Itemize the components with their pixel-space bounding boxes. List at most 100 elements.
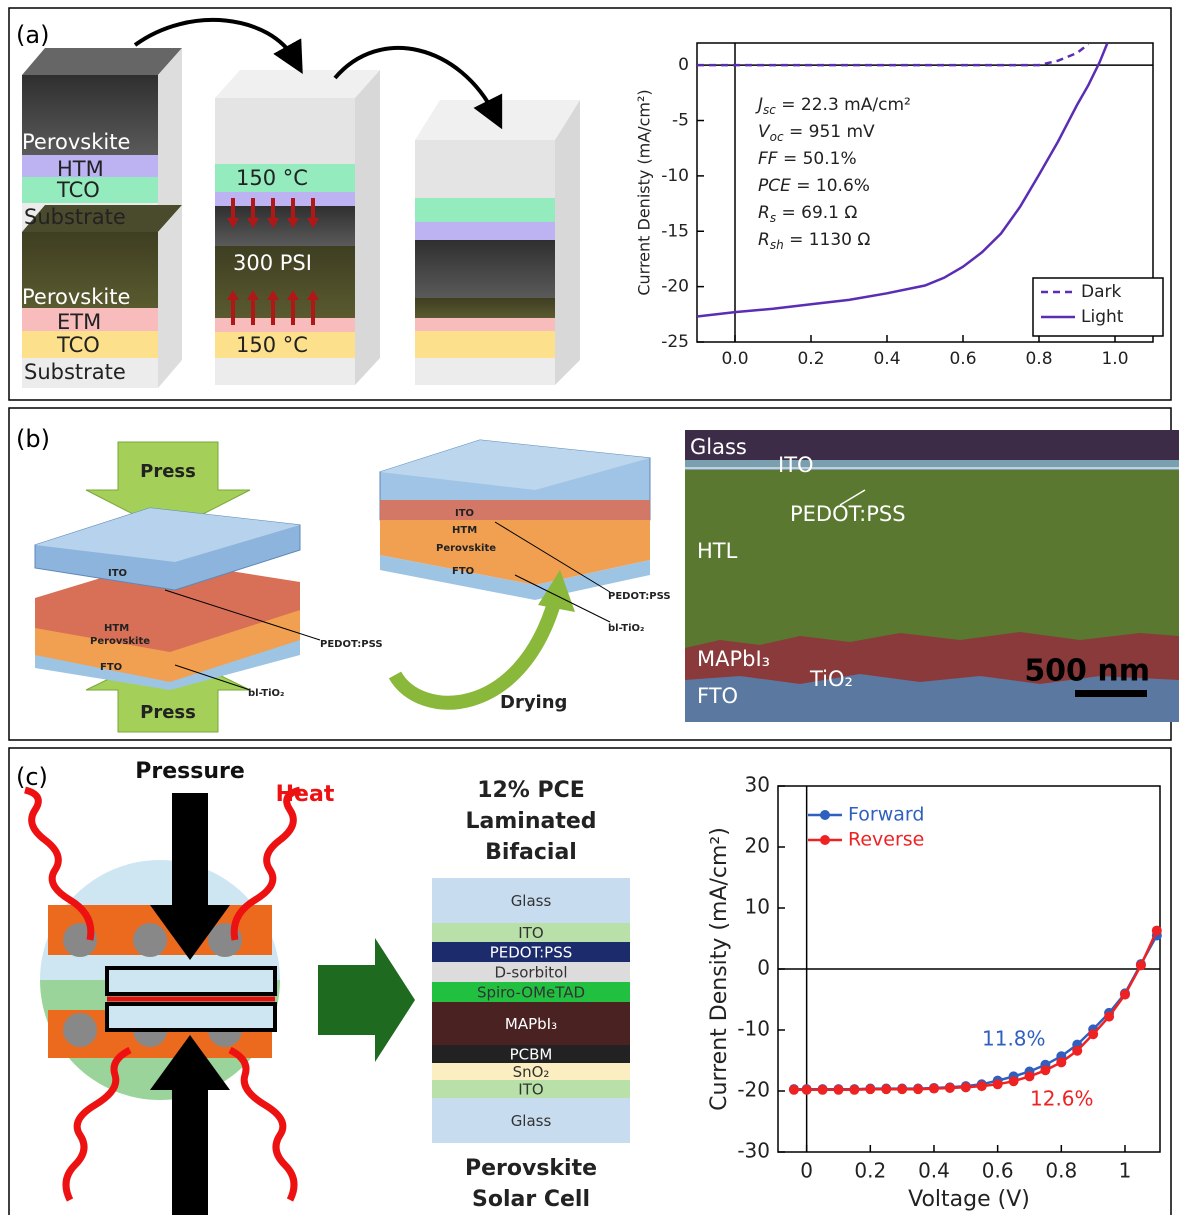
layer-label: Substrate [24,205,126,229]
lamination-diagram [35,430,1179,732]
annotation-symbol: FF [758,149,778,169]
annotation-subscript: sc [763,103,776,117]
data-point [1024,1071,1034,1081]
data-point [1120,990,1130,1000]
y-tick-label: -30 [737,1139,770,1163]
legend-label: Dark [1081,282,1121,302]
x-tick-label: 0.8 [1045,1159,1077,1183]
x-tick-label: 0.2 [854,1159,886,1183]
x-axis-label: Voltage (V) [908,1187,1030,1212]
annotation-subscript: sh [770,238,784,252]
y-tick-label: -5 [672,111,689,131]
data-point [1104,1012,1114,1022]
annotation: Jsc = 22.3 mA/cm² [755,95,911,117]
layer-label: PEDOT:PSS [490,944,573,962]
layer-label: ITO [518,1081,543,1099]
data-point [833,1085,843,1095]
condition-label: 150 °C [236,333,308,357]
layer-label: HTM [452,525,477,536]
y-tick-label: -20 [661,277,689,297]
y-tick-label: 10 [745,895,770,919]
annotation-symbol: R [758,230,770,250]
sem-label: PEDOT:PSS [790,502,906,526]
callout-label: PEDOT:PSS [320,639,383,650]
press-label: Press [140,702,196,723]
annotation: 12.6% [1030,1087,1094,1111]
annotation-text: = 69.1 Ω [776,203,857,223]
x-tick-label: 0.0 [721,349,748,369]
annotation: PCE = 10.6% [758,176,870,196]
data-point [818,1085,828,1095]
layer-label: SnO₂ [513,1063,550,1081]
y-tick-label: 0 [757,956,770,980]
annotation-text: = 1130 Ω [784,230,871,250]
sem-label: Glass [690,435,747,459]
callout-label: bl-TiO₂ [248,688,284,699]
y-tick-label: -15 [661,221,689,241]
data-point [961,1082,971,1092]
y-tick-label: -10 [661,166,689,186]
annotation-subscript: oc [770,130,784,144]
layer-label: D-sorbitol [494,964,567,982]
data-point [1040,1065,1050,1075]
data-point [945,1083,955,1093]
sem-label: TiO₂ [809,667,853,691]
layer-label: Substrate [24,360,126,384]
annotation: FF = 50.1% [758,149,857,169]
panel-label: (a) [16,21,49,49]
data-point [1056,1057,1066,1067]
figure: (a) Perovskite HTM TCO Substrate Perovsk… [0,0,1179,1215]
x-tick-label: 0.4 [918,1159,950,1183]
annotation-text: = 10.6% [791,176,870,196]
series-line [794,936,1157,1090]
layer-label: MAPbI₃ [505,1015,557,1033]
line-chart: 0.00.20.40.60.81.00-5-10-15-20-25Current… [635,43,1164,369]
scale-bar-label: 500 nm [1024,654,1150,689]
y-tick-label: -10 [737,1017,770,1041]
layer-label: Perovskite [436,543,496,554]
annotation: 11.8% [982,1027,1046,1051]
callout-label: bl-TiO₂ [608,623,644,634]
data-point [849,1085,859,1095]
sem-label: HTL [697,539,738,563]
x-tick-label: 0.6 [949,349,976,369]
device-caption: Perovskite [465,1156,597,1181]
heat-label: Heat [276,782,335,807]
series-line [794,931,1157,1090]
device-caption: Solar Cell [472,1187,590,1212]
y-tick-label: 20 [745,834,770,858]
y-axis-label: Current Density (mA/cm²) [707,827,732,1111]
data-point [993,1079,1003,1089]
data-point [881,1084,891,1094]
series-line [697,44,1088,65]
y-tick-label: -20 [737,1078,770,1102]
condition-label: 300 PSI [233,251,312,275]
annotation: Rs = 69.1 Ω [758,203,857,225]
sem-label: MAPbI₃ [697,647,770,671]
x-tick-label: 0.6 [982,1159,1014,1183]
layer-label: Perovskite [90,636,150,647]
layer-label: FTO [452,566,474,577]
x-tick-label: 0.4 [873,349,900,369]
layer-label: ITO [518,924,543,942]
layer-label: Perovskite [22,285,130,309]
layer-label: ITO [108,568,127,579]
callout-label: PEDOT:PSS [608,591,671,602]
layer-label: TCO [56,178,100,202]
drying-label: Drying [500,692,567,713]
press-label: Press [140,461,196,482]
data-point [913,1084,923,1094]
x-tick-label: 1.0 [1101,349,1128,369]
x-tick-label: 0.8 [1025,349,1052,369]
data-point [802,1085,812,1095]
layer-label: TCO [56,333,100,357]
data-point [1009,1076,1019,1086]
legend-label: Reverse [848,829,924,851]
x-tick-label: 1 [1119,1159,1132,1183]
layer-label: Glass [511,892,552,910]
device-title: Laminated [465,809,596,834]
annotation-text: = 50.1% [778,149,857,169]
line-chart: 0 0.2 0.4 0.6 0.8 1 -30 -20 -10 0 10 20 30 Voltage (V… [707,773,1162,1213]
y-tick-label: 30 [745,773,770,797]
x-tick-label: 0 [800,1159,813,1183]
